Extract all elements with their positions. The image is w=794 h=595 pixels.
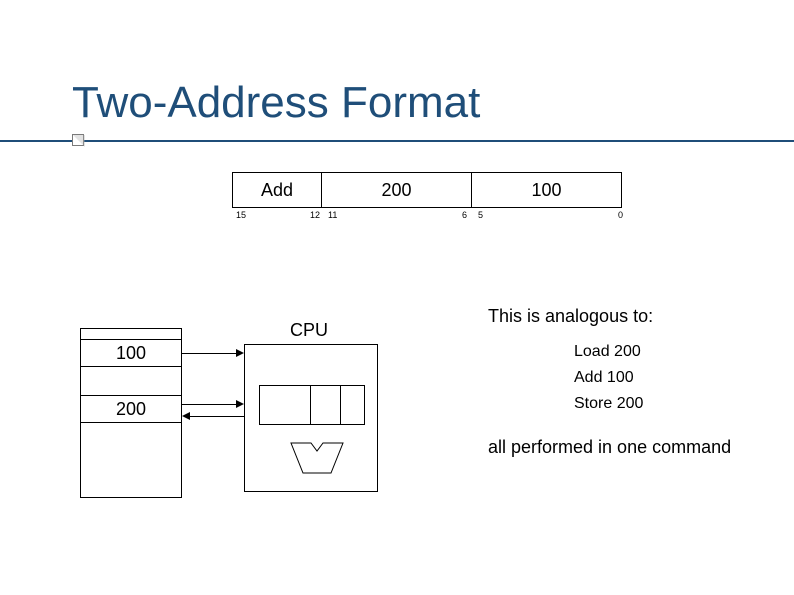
cpu-box bbox=[244, 344, 378, 492]
arrow-cpu-to-mem200 bbox=[190, 416, 244, 417]
pseudo-op-add: Add 100 bbox=[574, 365, 731, 391]
dst-address-cell: 100 bbox=[472, 172, 622, 208]
arrow-head-left-icon bbox=[182, 412, 190, 420]
cpu-register-block bbox=[259, 385, 365, 425]
instruction-format: Add 200 100 bbox=[232, 172, 622, 208]
opcode-cell: Add bbox=[232, 172, 322, 208]
memory-row-100: 100 bbox=[81, 339, 181, 367]
bit-label-0: 0 bbox=[618, 210, 623, 220]
arrow-mem100-to-cpu bbox=[182, 353, 238, 354]
bit-label-6: 6 bbox=[462, 210, 467, 220]
pseudo-op-load: Load 200 bbox=[574, 339, 731, 365]
bullet-dogear-icon bbox=[72, 134, 84, 146]
explanation-header: This is analogous to: bbox=[488, 306, 731, 327]
src-address-cell: 200 bbox=[322, 172, 472, 208]
bit-label-15: 15 bbox=[236, 210, 246, 220]
bit-label-11: 11 bbox=[328, 210, 337, 220]
arrow-head-right-icon bbox=[236, 400, 244, 408]
bit-label-12: 12 bbox=[310, 210, 320, 220]
arrow-mem200-to-cpu bbox=[182, 404, 238, 405]
memory-row-200: 200 bbox=[81, 395, 181, 423]
cpu-label: CPU bbox=[290, 320, 328, 341]
arrow-head-right-icon bbox=[236, 349, 244, 357]
title-rule bbox=[0, 140, 794, 142]
page-title: Two-Address Format bbox=[72, 78, 480, 128]
memory-box: 100 200 bbox=[80, 328, 182, 498]
bit-label-5: 5 bbox=[478, 210, 483, 220]
explanation-block: This is analogous to: Load 200 Add 100 S… bbox=[488, 306, 731, 458]
explanation-note: all performed in one command bbox=[488, 437, 731, 458]
alu-icon bbox=[289, 441, 345, 475]
pseudo-op-store: Store 200 bbox=[574, 391, 731, 417]
